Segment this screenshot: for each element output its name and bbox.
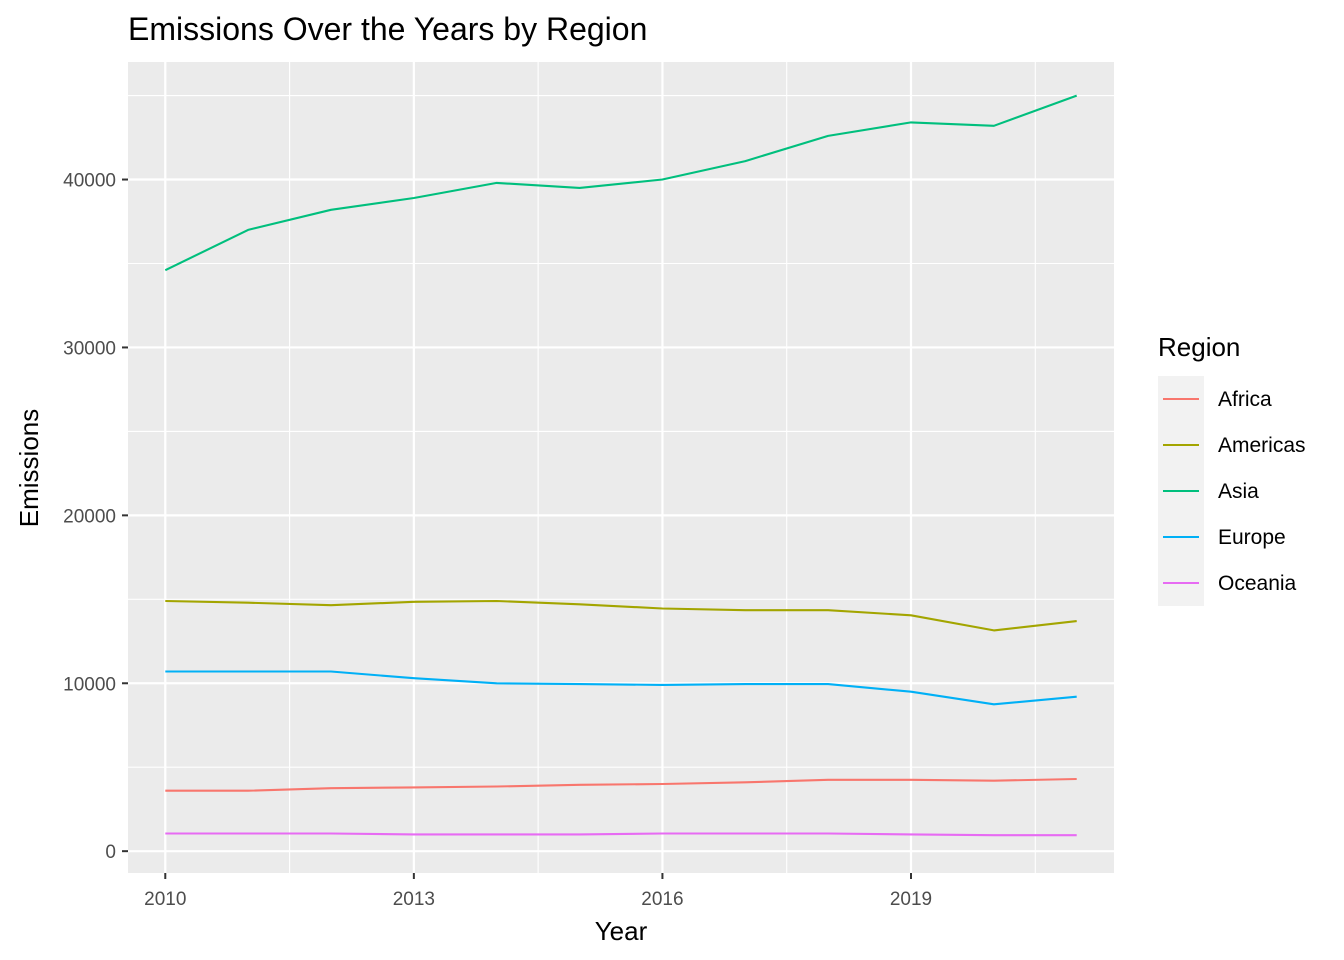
x-tick-labels: 2010 2013 2016 2019 [144,889,932,910]
legend: Region Africa Americas Asia Europe Oceania [1158,332,1306,606]
x-tick-label: 2016 [641,889,683,910]
y-tick-label: 40000 [63,171,116,192]
x-tick-label: 2013 [393,889,435,910]
series-lines [164,94,1078,837]
plot-panel [128,62,1114,873]
y-tick-label: 10000 [63,674,116,695]
series-line-americas [165,599,1077,632]
legend-label-europe: Europe [1218,526,1286,549]
y-axis-title: Emissions [14,409,44,527]
y-tick-labels: 0 10000 20000 30000 40000 [63,171,116,864]
legend-label-africa: Africa [1218,388,1272,411]
legend-label-oceania: Oceania [1218,572,1297,595]
x-tick-label: 2019 [890,889,932,910]
minor-gridlines [128,62,1114,873]
x-tick-label: 2010 [144,889,186,910]
series-line-oceania [165,832,1077,837]
series-line-europe [165,670,1077,706]
legend-label-americas: Americas [1218,434,1306,457]
series-line-asia [164,94,1078,272]
legend-title: Region [1158,332,1240,362]
axis-ticks [122,178,912,879]
legend-items: Africa Americas Asia Europe Oceania [1158,376,1306,606]
y-tick-label: 20000 [63,506,116,527]
legend-label-asia: Asia [1218,480,1259,503]
y-tick-label: 30000 [63,338,116,359]
series-line-africa [165,777,1077,792]
chart-title: Emissions Over the Years by Region [128,11,647,47]
x-axis-title: Year [595,916,648,946]
y-tick-label: 0 [105,842,116,863]
